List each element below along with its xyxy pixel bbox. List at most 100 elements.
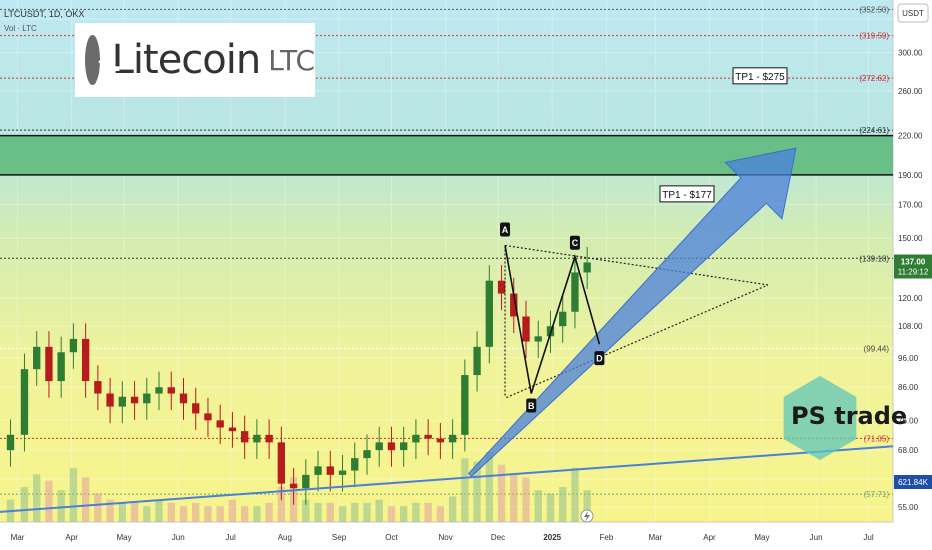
time-tick-label: Feb — [600, 533, 614, 542]
ps-trade-hexagon — [783, 376, 857, 460]
volume-bar — [497, 464, 506, 522]
fib-label: (71.05) — [864, 434, 890, 443]
volume-bar — [106, 499, 114, 522]
lightning-icon-bolt — [584, 511, 590, 522]
candle-body — [448, 434, 457, 443]
time-tick-label: Jun — [172, 533, 185, 542]
logo-name: Litecoin — [111, 37, 262, 83]
volume-bar — [118, 502, 126, 522]
volume-bar — [461, 458, 469, 522]
volume-bar — [143, 506, 151, 522]
currency-badge — [897, 3, 929, 23]
candle-body — [461, 375, 469, 435]
target-label-box — [732, 67, 788, 85]
time-tick-label: Aug — [278, 533, 292, 542]
time-tick-label: May — [117, 533, 132, 542]
time-tick-label: Apr — [65, 533, 78, 542]
candle-body — [33, 346, 41, 370]
candle-body — [534, 336, 542, 342]
support-trendline — [0, 445, 894, 513]
candle-body — [375, 442, 383, 451]
candle-body — [81, 338, 90, 382]
volume-bar — [522, 477, 530, 522]
candle-body — [57, 352, 65, 382]
candle-body — [497, 280, 506, 294]
volume-bar — [277, 487, 286, 522]
candle-body — [216, 420, 224, 428]
current-price-badge — [894, 254, 932, 279]
pattern-label-bg — [500, 222, 511, 237]
currency-badge-text: USDT — [902, 9, 924, 18]
candle-body — [473, 346, 481, 376]
candle-body — [204, 413, 212, 421]
candle-body — [522, 316, 530, 342]
pattern-label: B — [528, 401, 535, 411]
volume-bar — [387, 506, 396, 522]
price-tick-label: 120.00 — [898, 294, 923, 303]
volume-bar — [45, 480, 53, 522]
candle-body — [228, 427, 237, 432]
time-tick-label: Mar — [648, 533, 662, 542]
target-label-text: TP1 - $177 — [662, 190, 712, 201]
price-tick-label: 300.00 — [898, 49, 923, 58]
volume-bar — [546, 493, 555, 522]
volume-bar — [253, 506, 261, 522]
fib-label: (57.71) — [864, 490, 890, 499]
time-axis-panel — [0, 522, 893, 550]
litecoin-coin-icon: Ł — [85, 35, 120, 85]
volume-indicator-label: Vol · LTC — [4, 24, 37, 33]
candle-body — [106, 393, 114, 407]
target-label: TP1 - $275 — [732, 67, 788, 85]
time-tick-label: Apr — [703, 533, 716, 542]
time-tick-label: Oct — [385, 533, 398, 542]
volume-value-text: 621.84K — [898, 478, 928, 487]
volume-bar — [571, 467, 579, 522]
volume-bar — [20, 487, 29, 522]
volume-bar — [81, 477, 90, 522]
candle-body — [192, 403, 200, 414]
volume-bar — [473, 461, 481, 522]
ticker-label: LTCUSDT, 1D, OKX — [4, 9, 85, 19]
price-tick-label: 260.00 — [898, 87, 923, 96]
candle-body — [436, 438, 445, 443]
volume-bar — [424, 502, 432, 522]
time-tick-label: Sep — [332, 533, 347, 542]
ps-trade-brand: PS trade — [791, 402, 908, 430]
litecoin-logo: Ł Litecoin LTC — [75, 23, 315, 97]
candle-body — [351, 458, 359, 471]
candle-body — [69, 338, 78, 353]
price-tick-label: 150.00 — [898, 234, 923, 243]
candle-body — [571, 272, 579, 312]
price-tick-label: 68.00 — [898, 446, 919, 455]
volume-bar — [204, 506, 212, 522]
price-tick-label: 86.00 — [898, 383, 919, 392]
triangle-upper-line — [504, 244, 769, 286]
candle-body — [412, 434, 420, 443]
countdown-text: 11:29:12 — [898, 267, 929, 276]
target-label-box — [659, 185, 715, 203]
candle-body — [179, 393, 188, 404]
volume-bar — [155, 499, 163, 522]
lightning-icon — [580, 509, 594, 523]
volume-bar — [448, 496, 457, 522]
candle-body — [583, 262, 591, 273]
pattern-label: D — [596, 354, 603, 364]
candle-body — [94, 381, 102, 394]
candle-body — [485, 280, 493, 347]
candle-body — [424, 434, 432, 439]
current-price-text: 137.00 — [901, 257, 926, 266]
candle-body — [302, 474, 310, 489]
bullish-arrow — [467, 147, 797, 477]
volume-bar — [130, 502, 139, 522]
price-tick-label: 190.00 — [898, 171, 923, 180]
price-tick-label: 96.00 — [898, 354, 919, 363]
pattern-point-a: A — [500, 222, 511, 237]
volume-bar — [192, 502, 200, 522]
volume-bar — [436, 506, 445, 522]
candle-body — [265, 434, 273, 443]
time-tick-label: Jul — [226, 533, 236, 542]
candle-body — [326, 466, 334, 475]
price-tick-label: 108.00 — [898, 322, 923, 331]
